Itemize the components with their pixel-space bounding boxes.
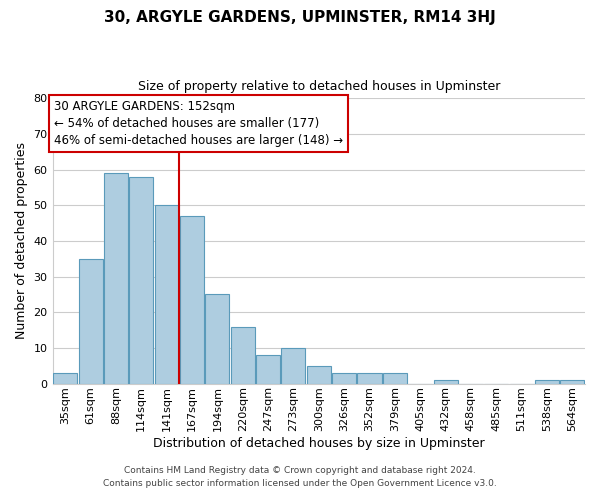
Text: Contains HM Land Registry data © Crown copyright and database right 2024.
Contai: Contains HM Land Registry data © Crown c… <box>103 466 497 487</box>
Bar <box>535 380 559 384</box>
Bar <box>205 294 229 384</box>
Bar <box>155 206 179 384</box>
Bar <box>104 173 128 384</box>
Bar <box>281 348 305 384</box>
Text: 30, ARGYLE GARDENS, UPMINSTER, RM14 3HJ: 30, ARGYLE GARDENS, UPMINSTER, RM14 3HJ <box>104 10 496 25</box>
Bar <box>358 373 382 384</box>
Bar <box>434 380 458 384</box>
Title: Size of property relative to detached houses in Upminster: Size of property relative to detached ho… <box>137 80 500 93</box>
Y-axis label: Number of detached properties: Number of detached properties <box>15 142 28 340</box>
Bar <box>307 366 331 384</box>
Bar <box>79 259 103 384</box>
Bar <box>383 373 407 384</box>
Bar <box>129 177 154 384</box>
X-axis label: Distribution of detached houses by size in Upminster: Distribution of detached houses by size … <box>153 437 485 450</box>
Bar <box>53 373 77 384</box>
Bar <box>256 355 280 384</box>
Text: 30 ARGYLE GARDENS: 152sqm
← 54% of detached houses are smaller (177)
46% of semi: 30 ARGYLE GARDENS: 152sqm ← 54% of detac… <box>54 100 343 147</box>
Bar <box>332 373 356 384</box>
Bar <box>180 216 204 384</box>
Bar <box>230 326 255 384</box>
Bar <box>560 380 584 384</box>
